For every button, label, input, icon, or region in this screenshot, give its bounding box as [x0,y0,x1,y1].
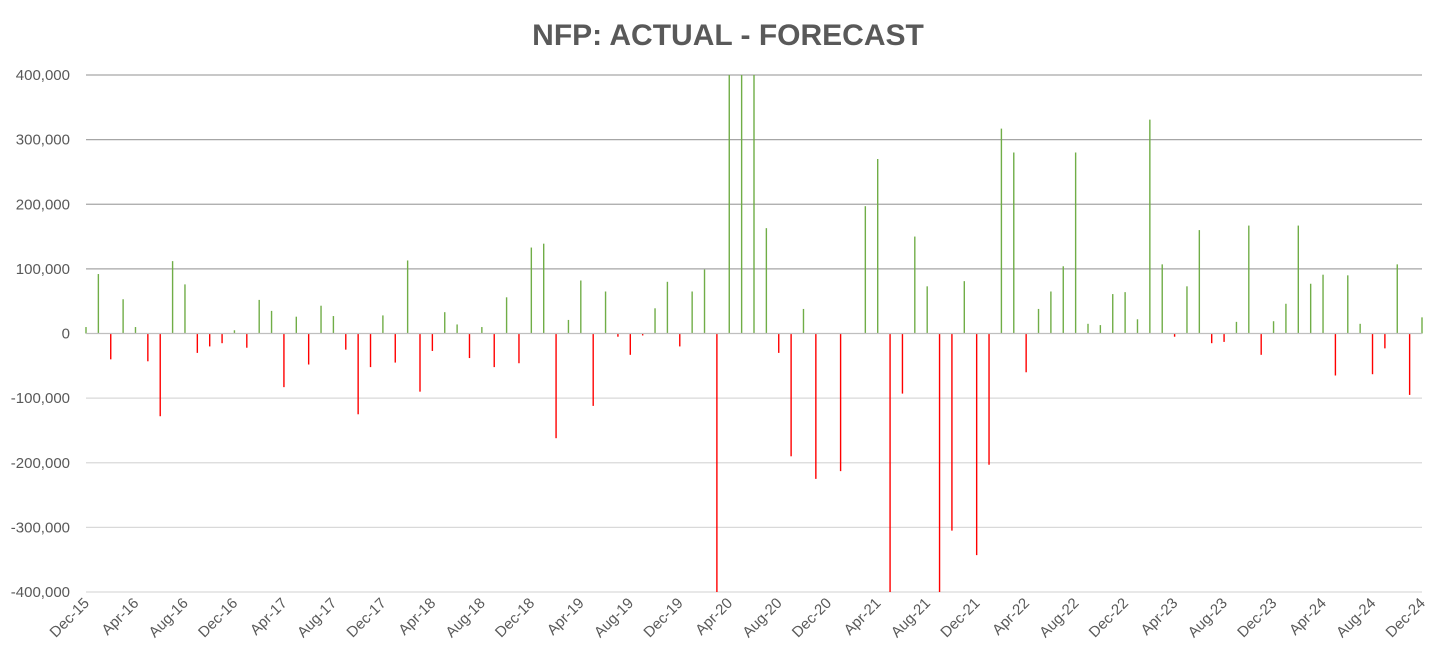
x-tick-label: Aug-23 [1185,595,1231,641]
x-tick-label: Aug-24 [1333,595,1379,641]
x-tick-label: Apr-17 [247,595,291,639]
y-tick-label: 400,000 [16,67,70,84]
y-tick-label: -400,000 [11,584,70,601]
x-tick-label: Aug-20 [739,595,785,641]
y-tick-label: -200,000 [11,455,70,472]
x-tick-label: Dec-19 [640,595,686,641]
y-tick-label: 200,000 [16,196,70,213]
y-tick-label: 0 [62,326,70,343]
x-tick-label: Aug-17 [294,595,340,641]
x-tick-label: Apr-24 [1286,595,1330,639]
x-tick-label: Dec-23 [1234,595,1280,641]
x-tick-label: Dec-16 [195,595,241,641]
x-tick-label: Apr-16 [98,595,142,639]
chart-title: NFP: ACTUAL - FORECAST [532,19,924,52]
x-tick-label: Apr-20 [692,595,736,639]
x-tick-label: Aug-16 [146,595,192,641]
x-tick-label: Apr-18 [395,595,439,639]
x-tick-label: Apr-22 [989,595,1033,639]
x-tick-label: Dec-22 [1086,595,1132,641]
x-tick-label: Apr-21 [841,595,885,639]
x-tick-label: Dec-15 [47,595,93,641]
x-tick-label: Dec-20 [789,595,835,641]
x-tick-label: Dec-24 [1383,595,1429,641]
x-tick-label: Dec-17 [344,595,390,641]
y-tick-label: 300,000 [16,132,70,149]
x-tick-label: Apr-19 [544,595,588,639]
y-axis: 400,000 300,000 200,000 100,000 0 -100,000 -20… [11,67,70,601]
x-tick-label: Aug-18 [442,595,488,641]
y-tick-label: 100,000 [16,261,70,278]
x-tick-label: Aug-19 [591,595,637,641]
x-axis: Dec-15 Apr-16 Aug-16 Dec-16 Apr-17 Aug-17 Dec-… [47,595,1429,641]
x-tick-label: Apr-23 [1138,595,1182,639]
x-tick-label: Dec-21 [937,595,983,641]
bars [85,75,1423,592]
x-tick-label: Aug-21 [888,595,934,641]
y-tick-label: -100,000 [11,390,70,407]
x-tick-label: Aug-22 [1036,595,1082,641]
y-tick-label: -300,000 [11,519,70,536]
x-tick-label: Dec-18 [492,595,538,641]
